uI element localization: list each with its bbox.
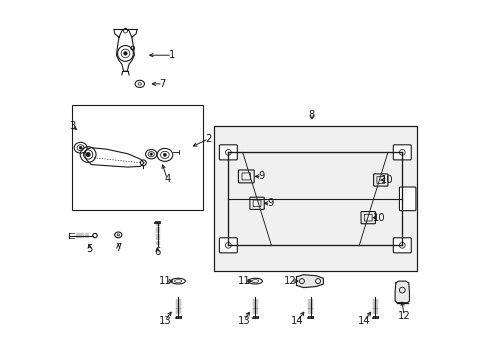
Bar [214,126,416,271]
Text: 14: 14 [291,316,303,325]
Text: 3: 3 [69,121,75,131]
Circle shape [80,147,81,149]
Text: 9: 9 [266,198,273,208]
FancyBboxPatch shape [392,145,410,160]
Text: 10: 10 [380,175,393,185]
Circle shape [86,153,90,156]
FancyBboxPatch shape [219,238,237,253]
FancyBboxPatch shape [392,238,410,253]
Text: 13: 13 [237,316,249,325]
Text: 14: 14 [358,316,370,325]
Circle shape [124,52,126,55]
Text: 9: 9 [258,171,264,181]
Polygon shape [394,281,408,303]
Text: 7: 7 [159,79,165,89]
Bar [214,126,416,271]
Text: 6: 6 [154,247,161,257]
Polygon shape [296,275,323,288]
FancyBboxPatch shape [399,187,415,211]
Text: 12: 12 [284,276,296,286]
Text: 8: 8 [308,110,314,120]
Circle shape [163,154,166,156]
Bar [72,105,203,211]
Text: 4: 4 [164,174,170,184]
Circle shape [150,153,152,155]
Text: 11: 11 [158,276,171,286]
Text: 7: 7 [115,243,121,253]
Text: 11: 11 [237,276,250,286]
Text: 2: 2 [205,134,211,144]
Bar [214,126,416,271]
Text: 5: 5 [86,244,93,254]
Text: 1: 1 [168,50,175,60]
Text: 12: 12 [397,311,409,320]
FancyBboxPatch shape [219,145,237,160]
Text: 13: 13 [158,316,171,325]
Text: 10: 10 [372,213,385,222]
